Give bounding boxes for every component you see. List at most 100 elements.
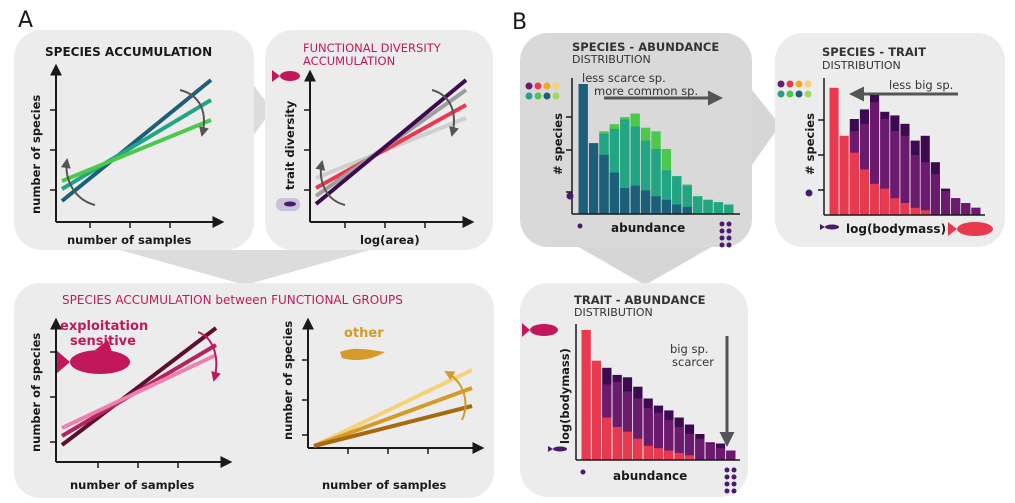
line-dark-teal [60, 78, 213, 203]
y-axis-label: # species [803, 113, 817, 175]
note-big-sp: big sp. [670, 342, 708, 356]
exploitation-label-2: sensitive [70, 334, 136, 349]
dot-small [580, 469, 586, 475]
bar-red-2 [591, 360, 602, 460]
bar-mid-5 [622, 391, 633, 460]
connector-arrow-a-down [120, 250, 370, 285]
panel-between-groups [14, 283, 494, 498]
line-gold-light [313, 368, 473, 448]
bar-mid-7 [890, 131, 900, 215]
species-abundance-subtitle: DISTRIBUTION [572, 53, 651, 66]
functional-diversity-title-1: FUNCTIONAL DIVERSITY [303, 41, 442, 55]
small-fish-icon [548, 446, 567, 452]
bar-mid-4 [612, 382, 622, 460]
bar-front-1 [578, 84, 588, 214]
bar-mid-13 [951, 198, 961, 215]
color-dots [777, 80, 812, 98]
bar-mid-12 [692, 196, 703, 214]
bar-mid-5 [620, 119, 630, 214]
x-axis-label: number of samples [67, 233, 192, 247]
dot-purple [805, 189, 813, 197]
bar-front-6 [630, 185, 640, 214]
bar-red-5 [622, 431, 633, 460]
bar-red-11 [684, 455, 695, 460]
bar-front-9 [661, 199, 672, 214]
bar-mid-14 [713, 202, 724, 214]
bar-mid-12 [941, 191, 951, 215]
bar-red-6 [880, 188, 890, 215]
small-fish-icon [820, 224, 839, 230]
bar-mid-4 [609, 128, 620, 214]
dot-purple [566, 192, 574, 200]
species-trait-subtitle: DISTRIBUTION [822, 59, 901, 72]
connector-arrow-b-right [752, 90, 780, 165]
line-pink-dark [60, 326, 218, 447]
rotation-arrow-bottom [60, 158, 96, 206]
line-gold-mid [313, 386, 473, 448]
trait-abundance-title: TRAIT - ABUNDANCE [574, 293, 706, 307]
panel-functional-diversity [265, 30, 493, 250]
bar-red-3 [849, 152, 859, 215]
bar-mid-8 [651, 149, 661, 214]
species-trait-title: SPECIES - TRAIT [822, 45, 926, 59]
note-less-big: less big sp. [889, 78, 953, 92]
bar-mid-6 [630, 126, 640, 214]
bar-mid-15 [971, 207, 981, 215]
bar-red-7 [890, 198, 900, 215]
bar-red-10 [674, 452, 684, 460]
bar-mid-13 [705, 443, 715, 460]
x-axis-label: log(bodymass) [846, 222, 946, 236]
bar-front-11 [682, 206, 692, 214]
x-axis-label: log(area) [360, 233, 420, 247]
line-pink-light [61, 353, 217, 430]
y-axis-label: log(bodymass) [558, 348, 572, 444]
bar-mid-8 [900, 135, 910, 215]
species-accumulation-title: SPECIES ACCUMULATION [45, 45, 212, 59]
bar-front-3 [599, 154, 609, 214]
bar-front-4 [609, 172, 620, 214]
bar-mid-11 [930, 174, 940, 215]
bar-mid-6 [880, 119, 890, 215]
fish-icon-small [276, 198, 300, 211]
bar-mid-10 [672, 176, 682, 214]
bar-mid-10 [920, 162, 930, 215]
exploitation-label-1: exploitation [60, 319, 148, 334]
bar-mid-7 [643, 408, 653, 460]
line-light-green [61, 118, 212, 183]
fish-icon-large [272, 70, 300, 82]
ticks [818, 119, 824, 191]
bar-red-4 [612, 426, 622, 460]
fish-icon-exploitation [56, 340, 130, 374]
bar-red-8 [653, 448, 664, 460]
rotation-arrow-magenta [197, 331, 221, 382]
bar-mid-8 [653, 412, 664, 460]
chart-trait-abundance-bars [581, 330, 736, 460]
y-axis-label: number of species [281, 321, 295, 440]
connector-arrow-a-right [250, 80, 272, 140]
bar-mid-15 [726, 450, 736, 460]
panel-a-letter: A [18, 8, 33, 33]
rotation-arrow-bottom [315, 160, 346, 206]
x-axis-label: abundance [611, 221, 685, 235]
ticks [302, 359, 429, 454]
ticks [304, 109, 426, 228]
rotation-arrow-top [431, 89, 459, 137]
bar-mid-11 [682, 185, 692, 214]
bar-mid-15 [724, 204, 734, 214]
note-less-scarce: less scarce sp. [582, 71, 666, 85]
line-teal [60, 98, 213, 191]
large-fish-icon [948, 222, 993, 236]
bar-red-9 [910, 207, 920, 215]
bar-mid-9 [664, 419, 674, 460]
bar-mid-10 [674, 426, 684, 460]
bar-mid-5 [870, 102, 880, 215]
bar-front-5 [620, 188, 630, 214]
rotation-arrow-gold [444, 371, 467, 421]
bar-mid-11 [684, 434, 695, 460]
line-purple [314, 78, 468, 206]
species-abundance-title: SPECIES - ABUNDANCE [572, 40, 719, 54]
y-axis-label: number of species [29, 333, 43, 452]
dot-small [577, 223, 583, 229]
bar-red-1 [581, 330, 591, 460]
